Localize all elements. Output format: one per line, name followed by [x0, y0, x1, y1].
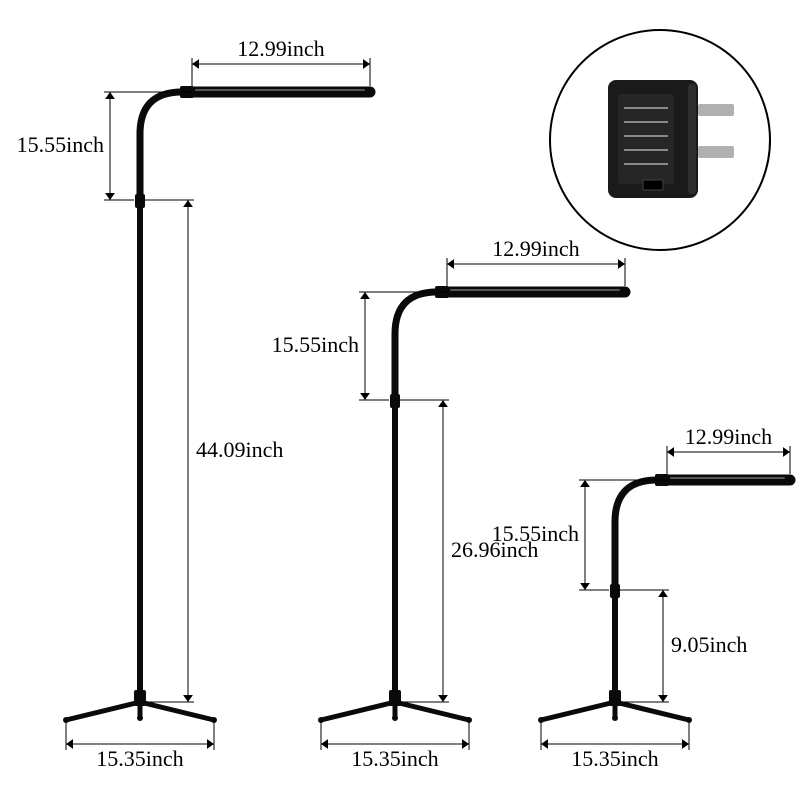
- arrow-head: [447, 259, 454, 269]
- arrow-head: [783, 447, 790, 457]
- dim-pole-short-label: 9.05inch: [671, 632, 747, 657]
- tripod-leg: [541, 702, 615, 720]
- tripod-leg: [615, 702, 689, 720]
- dim-arm-width-mid-label: 12.99inch: [492, 236, 579, 261]
- dim-neck-short-label: 15.55inch: [492, 521, 579, 546]
- arrow-head: [192, 59, 199, 69]
- tripod-leg: [140, 702, 214, 720]
- dim-arm-width-tall-label: 12.99inch: [237, 36, 324, 61]
- adapter-usb-port: [643, 180, 663, 190]
- arrow-head: [207, 739, 214, 749]
- arrow-head: [658, 590, 668, 597]
- adapter-prong: [698, 146, 734, 158]
- tripod-leg: [66, 702, 140, 720]
- arrow-head: [183, 200, 193, 207]
- dim-base-short-label: 15.35inch: [571, 746, 658, 771]
- power-adapter-inset: [550, 30, 770, 250]
- tripod-leg: [321, 702, 395, 720]
- arrow-head: [580, 480, 590, 487]
- arrow-head: [438, 695, 448, 702]
- arrow-head: [667, 447, 674, 457]
- adapter-prong: [698, 104, 734, 116]
- arrow-head: [580, 583, 590, 590]
- arrow-head: [682, 739, 689, 749]
- lamp-gooseneck: [395, 292, 437, 396]
- lamp-short: [538, 474, 790, 723]
- lamp-gooseneck: [140, 92, 182, 196]
- arrow-head: [541, 739, 548, 749]
- lamp-tall: [63, 86, 370, 723]
- arrow-head: [462, 739, 469, 749]
- arrow-head: [658, 695, 668, 702]
- arrow-head: [105, 92, 115, 99]
- arrow-head: [438, 400, 448, 407]
- dim-pole-tall-label: 44.09inch: [196, 437, 283, 462]
- arrow-head: [183, 695, 193, 702]
- lamp-gooseneck: [615, 480, 657, 586]
- dim-base-tall-label: 15.35inch: [96, 746, 183, 771]
- lamp-mid: [318, 286, 625, 723]
- arrow-head: [321, 739, 328, 749]
- dim-neck-tall-label: 15.55inch: [17, 132, 104, 157]
- arrow-head: [105, 193, 115, 200]
- dim-arm-width-short-label: 12.99inch: [685, 424, 772, 449]
- arrow-head: [66, 739, 73, 749]
- dim-base-mid-label: 15.35inch: [351, 746, 438, 771]
- arrow-head: [618, 259, 625, 269]
- arrow-head: [363, 59, 370, 69]
- arrow-head: [360, 292, 370, 299]
- tripod-leg: [395, 702, 469, 720]
- arrow-head: [360, 393, 370, 400]
- dim-neck-mid-label: 15.55inch: [272, 332, 359, 357]
